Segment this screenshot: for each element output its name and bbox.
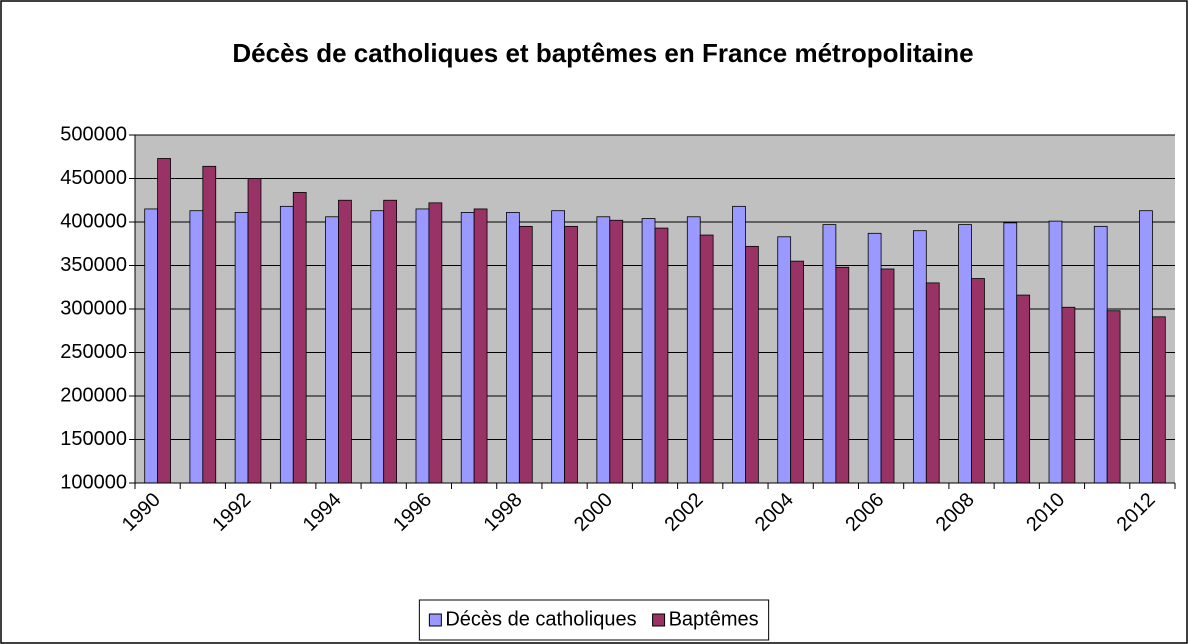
- bar: [1151, 316, 1166, 484]
- bar: [325, 216, 339, 484]
- bar: [157, 158, 171, 484]
- legend-label: Baptêmes: [669, 608, 759, 630]
- bar: [596, 216, 611, 484]
- bar: [473, 208, 488, 484]
- bar: [234, 212, 249, 484]
- bar: [144, 208, 159, 484]
- bar: [835, 266, 850, 484]
- bar: [338, 199, 352, 484]
- legend-swatch: [652, 613, 666, 627]
- bar: [189, 210, 204, 484]
- bar: [790, 260, 804, 484]
- bar: [370, 210, 385, 484]
- bar: [1139, 210, 1153, 484]
- y-tick-label: 350000: [60, 254, 127, 276]
- y-tick-label: 150000: [60, 428, 127, 450]
- legend: Décès de catholiques Baptêmes: [418, 599, 770, 641]
- bar: [247, 178, 262, 484]
- bar: [699, 234, 714, 484]
- bar: [1016, 294, 1031, 484]
- legend-swatch: [428, 613, 442, 627]
- bar: [1061, 306, 1076, 484]
- bar: [732, 205, 746, 484]
- chart-title: Décès de catholiques et baptêmes en Fran…: [232, 38, 973, 68]
- bar: [925, 282, 940, 484]
- y-tick-label: 200000: [60, 384, 127, 406]
- bar: [564, 225, 578, 484]
- bar: [518, 225, 533, 484]
- bar: [1106, 310, 1121, 484]
- y-tick-label: 100000: [60, 471, 127, 493]
- bar: [822, 224, 837, 484]
- bar: [202, 165, 217, 484]
- bar: [686, 216, 701, 484]
- bar: [428, 202, 443, 484]
- bar: [867, 232, 882, 484]
- y-tick-label: 500000: [60, 123, 127, 145]
- bar: [1048, 220, 1063, 484]
- bar: [1093, 225, 1108, 484]
- bar: [958, 224, 972, 484]
- bar: [912, 230, 927, 484]
- bar: [292, 192, 307, 484]
- bar: [641, 218, 656, 484]
- bar: [745, 245, 759, 484]
- bar: [971, 278, 985, 484]
- y-tick-label: 400000: [60, 210, 127, 232]
- legend-label: Décès de catholiques: [445, 608, 636, 630]
- y-tick-label: 450000: [60, 167, 127, 189]
- bar: [880, 268, 895, 484]
- y-tick-label: 300000: [60, 297, 127, 319]
- y-tick-label: 250000: [60, 341, 127, 363]
- bar: [383, 199, 398, 484]
- bar: [279, 205, 294, 484]
- bar: [609, 219, 624, 484]
- bar: [1003, 222, 1018, 484]
- legend-box: [418, 599, 770, 641]
- bar: [777, 236, 792, 484]
- bar: [460, 212, 475, 484]
- bar: [506, 212, 520, 484]
- bar: [551, 210, 565, 484]
- bar: [654, 227, 669, 484]
- bar: [415, 208, 430, 484]
